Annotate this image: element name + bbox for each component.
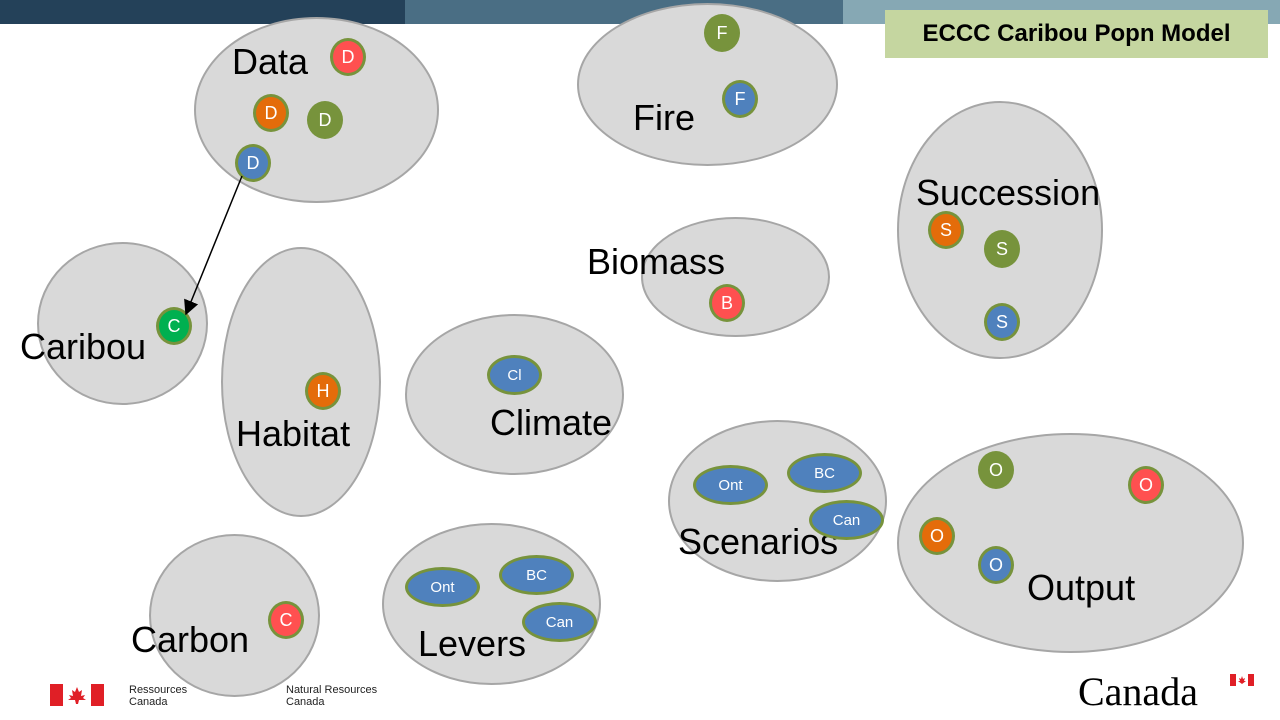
node-climate-blue: Cl	[487, 355, 542, 395]
node-succession-orange: S	[928, 211, 964, 249]
group-label-scenarios: Scenarios	[678, 521, 839, 562]
group-label-caribou: Caribou	[20, 326, 147, 367]
node-data-olive: D	[307, 101, 343, 139]
group-label-climate: Climate	[490, 402, 613, 443]
node-levers-bc: BC	[499, 555, 574, 595]
group-label-data: Data	[232, 41, 309, 82]
slide-title: ECCC Caribou Popn Model	[885, 10, 1268, 58]
node-carbon-red: C	[268, 601, 304, 639]
dept-name-en-line1: Natural Resources	[286, 684, 378, 696]
node-data-blue: D	[235, 144, 271, 182]
dept-name-fr-line2: Canada	[129, 696, 168, 708]
node-habitat-orange: H	[305, 372, 341, 410]
dept-name-fr-line1: Ressources	[129, 684, 188, 696]
node-output-blue: O	[978, 546, 1014, 584]
node-fire-olive: F	[704, 14, 740, 52]
node-levers-can: Can	[522, 602, 597, 642]
canada-wordmark: Canada	[1078, 669, 1198, 714]
node-succession-blue: S	[984, 303, 1020, 341]
dept-name-en-line2: Canada	[286, 696, 325, 708]
node-output-orange: O	[919, 517, 955, 555]
canada-wordmark-flag-icon	[1230, 674, 1254, 686]
group-output	[897, 433, 1244, 653]
node-biomass-red: B	[709, 284, 745, 322]
canada-flag-icon	[50, 684, 104, 706]
node-output-red: O	[1128, 466, 1164, 504]
dept-name-fr: Ressources Canada	[129, 684, 187, 708]
node-levers-ont: Ont	[405, 567, 480, 607]
node-output-olive: O	[978, 451, 1014, 489]
node-scenarios-can: Can	[809, 500, 884, 540]
group-label-fire: Fire	[633, 97, 695, 138]
group-label-levers: Levers	[418, 623, 527, 664]
group-label-carbon: Carbon	[131, 619, 250, 660]
group-label-habitat: Habitat	[236, 413, 351, 454]
node-scenarios-ont: Ont	[693, 465, 768, 505]
group-label-biomass: Biomass	[587, 241, 726, 282]
node-fire-blue: F	[722, 80, 758, 118]
node-data-red: D	[330, 38, 366, 76]
dept-name-en: Natural Resources Canada	[286, 684, 377, 708]
group-label-output: Output	[1027, 567, 1136, 608]
group-habitat	[221, 247, 381, 517]
node-scenarios-bc: BC	[787, 453, 862, 493]
node-data-orange: D	[253, 94, 289, 132]
group-label-succession: Succession	[916, 172, 1101, 213]
node-caribou-green: C	[156, 307, 192, 345]
node-succession-olive: S	[984, 230, 1020, 268]
